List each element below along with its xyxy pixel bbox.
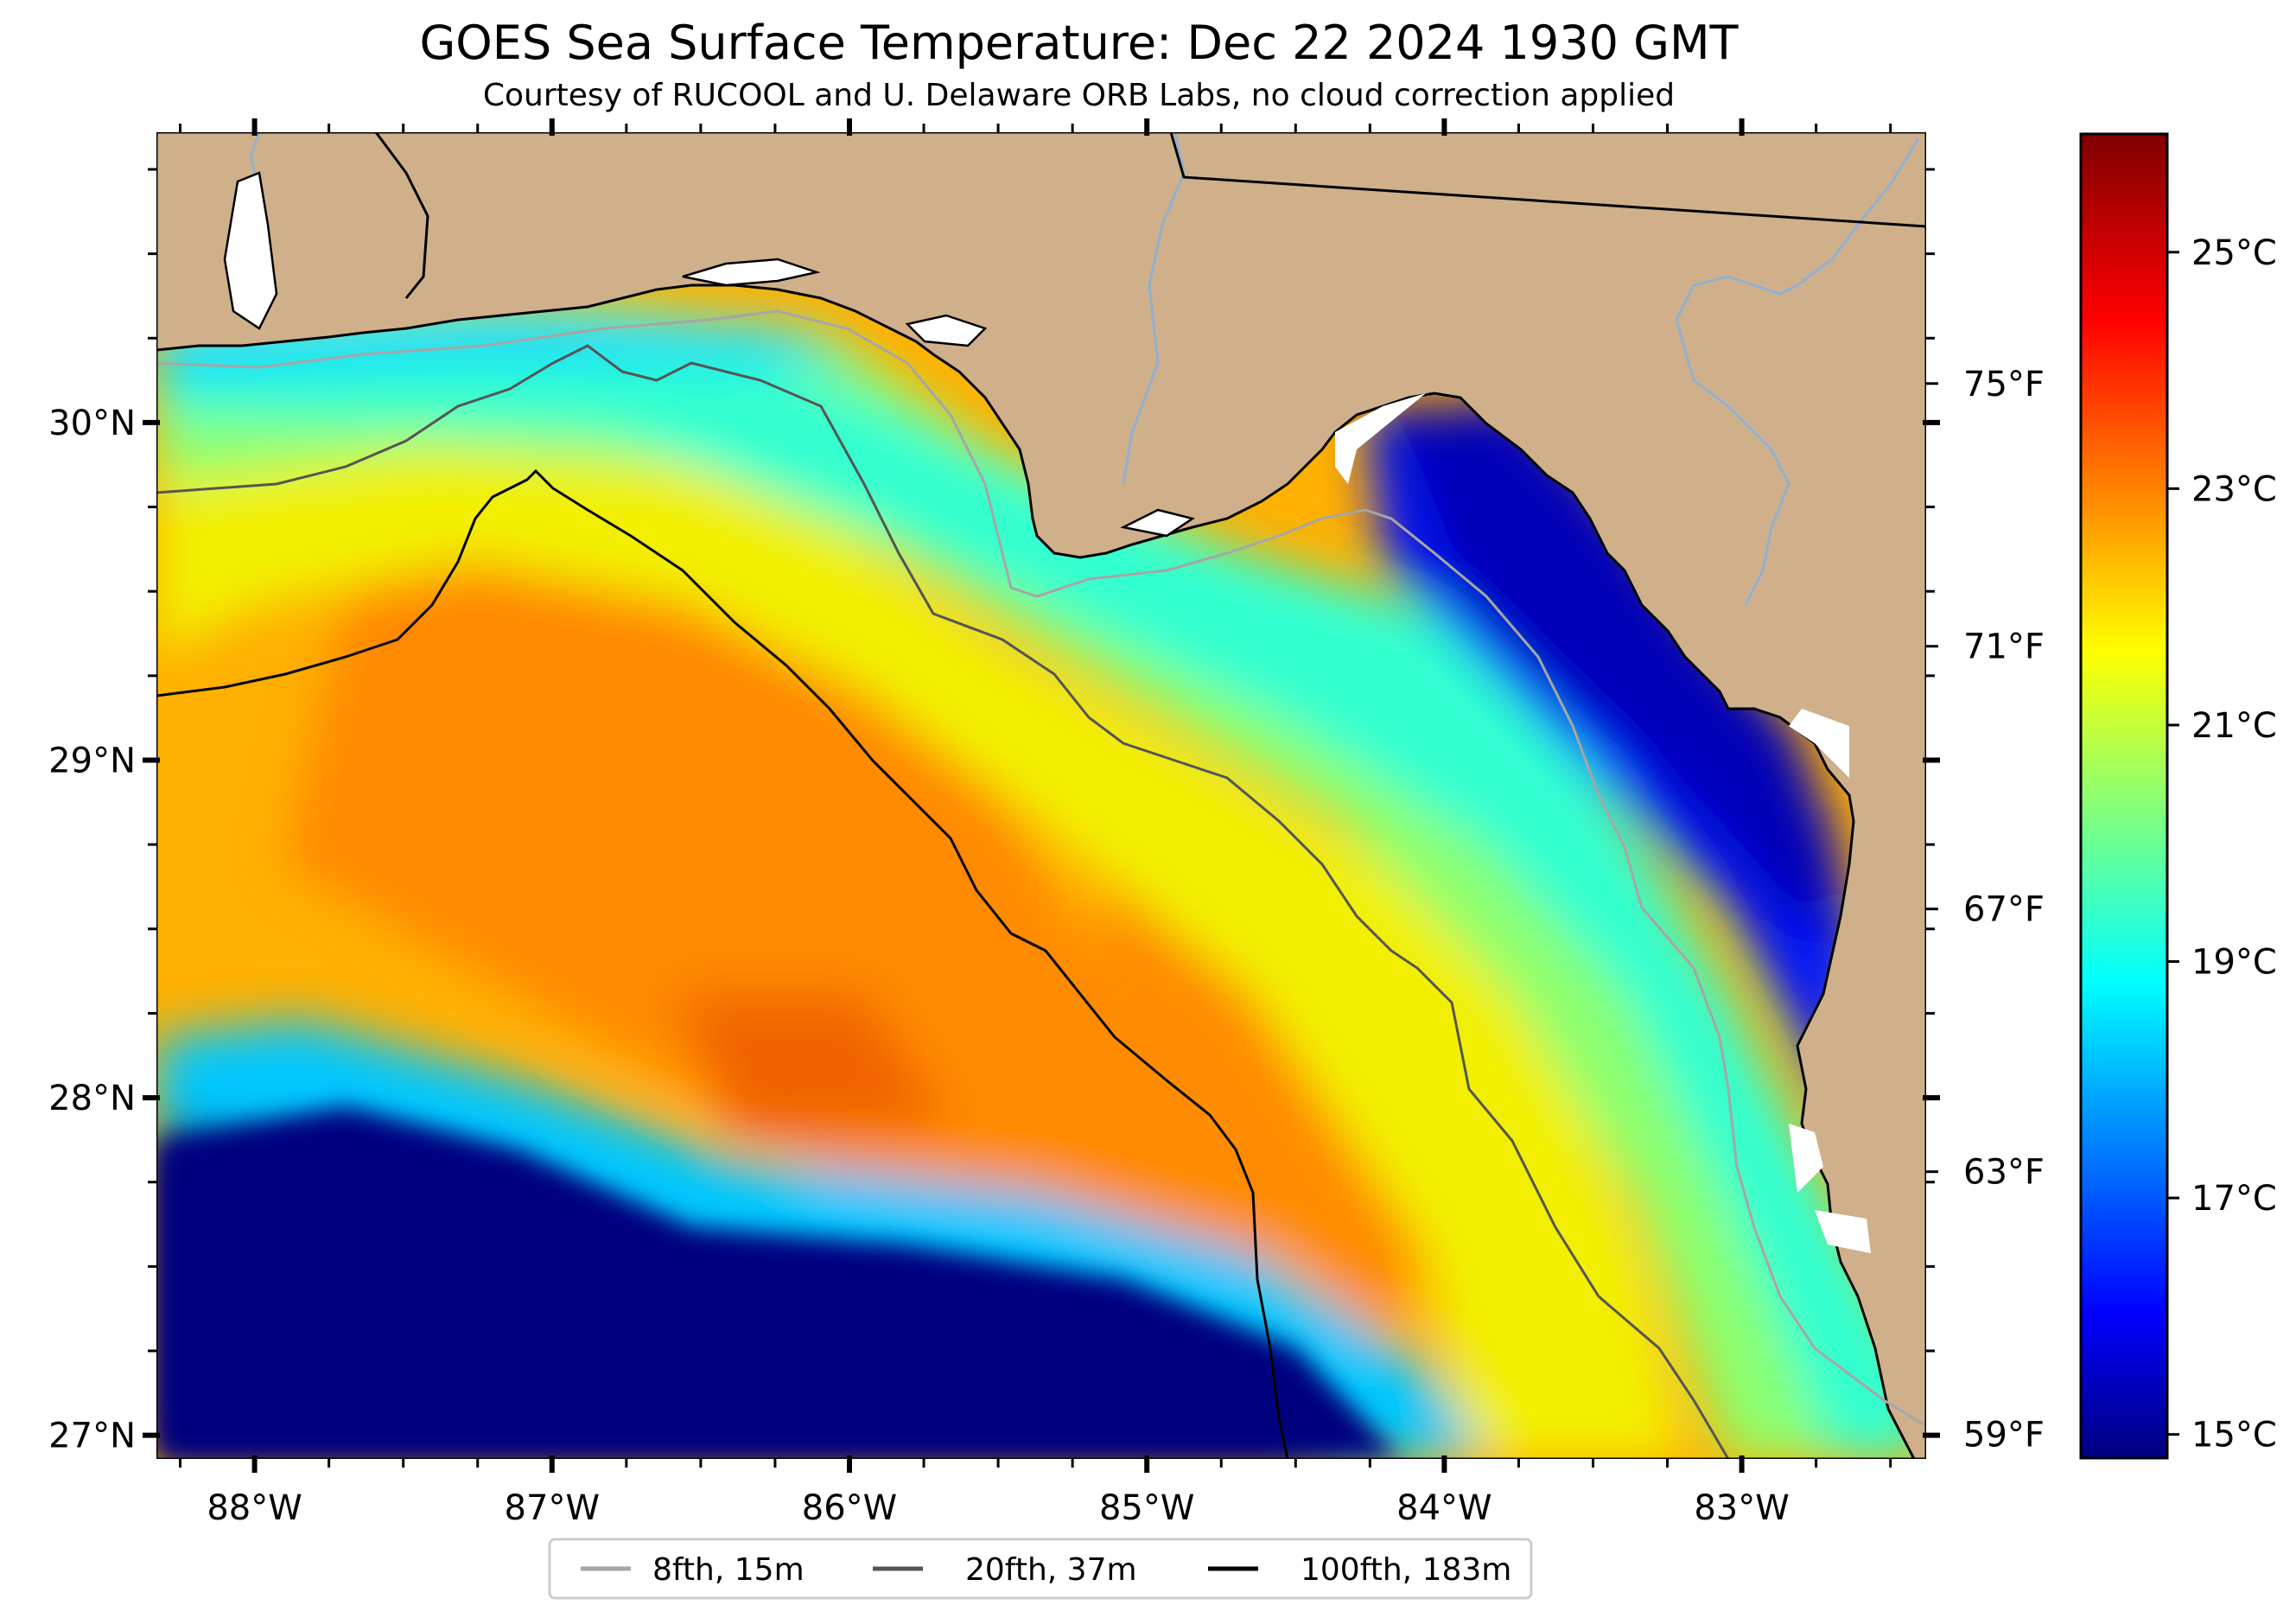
colorbar-labels: 25°C 23°C 21°C 19°C 17°C 15°C — [2191, 233, 2277, 1455]
legend-label-100fth: 100fth, 183m — [1301, 1552, 1511, 1588]
legend-label-20fth: 20fth, 37m — [965, 1552, 1137, 1588]
lat-label: 28°N — [48, 1079, 136, 1118]
lat-labels: 30°N 29°N 28°N 27°N — [48, 404, 136, 1456]
cold-water-mass — [156, 1106, 1400, 1459]
legend-box — [548, 1538, 1533, 1600]
fahrenheit-labels: 75°F 71°F 67°F 63°F 59°F — [1926, 365, 2045, 1455]
colorbar-label-celsius: 19°C — [2191, 943, 2277, 983]
state-boundary-west — [374, 132, 429, 299]
fahrenheit-label: 67°F — [1963, 890, 2045, 930]
lat-label: 27°N — [48, 1417, 136, 1456]
chart-subtitle: Courtesy of RUCOOL and U. Delaware ORB L… — [482, 78, 1676, 113]
sst-map — [156, 132, 1926, 1459]
fahrenheit-label: 71°F — [1963, 627, 2045, 667]
fahrenheit-label: 63°F — [1963, 1153, 2045, 1193]
lon-ticks-top — [251, 118, 1745, 136]
chart-title: GOES Sea Surface Temperature: Dec 22 202… — [419, 16, 1739, 70]
lon-label: 84°W — [1396, 1488, 1491, 1528]
colorbar-gradient — [2079, 132, 2169, 1460]
minor-ticks — [148, 124, 1935, 1468]
lon-label: 87°W — [505, 1488, 600, 1528]
fahrenheit-label: 59°F — [1963, 1416, 2045, 1455]
lon-label: 85°W — [1099, 1488, 1194, 1528]
colorbar-label-celsius: 25°C — [2191, 233, 2277, 273]
barrier-islands — [223, 171, 1196, 538]
lon-label: 83°W — [1694, 1488, 1789, 1528]
lon-label: 88°W — [207, 1488, 302, 1528]
lat-ticks-left — [143, 419, 160, 1438]
contour-100fth — [156, 468, 1289, 1459]
fahrenheit-label: 75°F — [1963, 365, 2045, 404]
lat-label: 29°N — [48, 741, 136, 780]
land — [156, 132, 1926, 1459]
contour-8fth — [156, 309, 1926, 1428]
cloud-mask — [1335, 393, 1871, 1253]
legend-label-8fth: 8fth, 15m — [652, 1552, 805, 1588]
lat-label: 30°N — [48, 404, 136, 443]
colorbar-label-celsius: 15°C — [2191, 1416, 2277, 1455]
colorbar-label-celsius: 17°C — [2191, 1179, 2277, 1219]
lon-ticks-bottom — [251, 1455, 1745, 1473]
colorbar-label-celsius: 21°C — [2191, 706, 2277, 746]
colorbar: 25°C 23°C 21°C 19°C 17°C 15°C — [2079, 132, 2277, 1460]
legend: 8fth, 15m 20fth, 37m 100fth, 183m — [548, 1538, 1533, 1600]
lon-labels: 88°W 87°W 86°W 85°W 84°W 83°W — [207, 1488, 1789, 1528]
lon-label: 86°W — [802, 1488, 897, 1528]
state-boundary — [1169, 132, 1926, 228]
contour-20fth — [156, 344, 1730, 1459]
colorbar-label-celsius: 23°C — [2191, 469, 2277, 509]
colorbar-ticks — [2167, 251, 2179, 1436]
